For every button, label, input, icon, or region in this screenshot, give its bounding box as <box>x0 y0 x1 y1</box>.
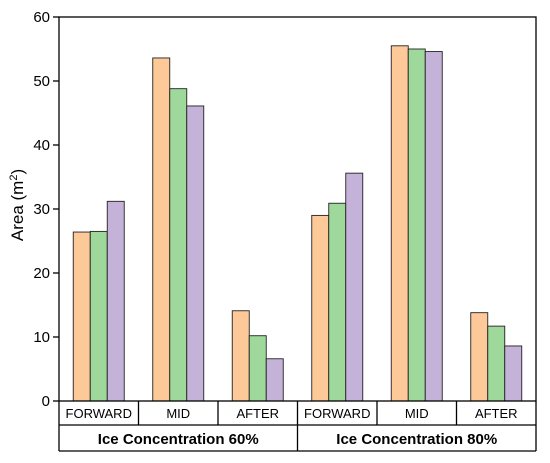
bar <box>390 45 409 402</box>
y-tick-label: 40 <box>33 137 50 154</box>
y-tick-label: 30 <box>33 201 50 218</box>
bar <box>186 105 205 402</box>
bar <box>470 312 489 402</box>
y-tick-label: 20 <box>33 265 50 282</box>
bar <box>169 88 188 402</box>
category-label: FORWARD <box>304 406 370 421</box>
y-axis-title: Area (m2) <box>8 169 27 241</box>
category-label: MID <box>166 406 190 421</box>
y-tick-label: 10 <box>33 329 50 346</box>
plot-border <box>58 16 537 402</box>
group-label: Ice Concentration 80% <box>336 431 497 448</box>
plot-frame <box>58 16 537 402</box>
bar <box>487 325 506 402</box>
bar <box>248 335 267 402</box>
y-tick-label: 50 <box>33 73 50 90</box>
y-axis-title-superscript: 2 <box>8 175 20 181</box>
category-label: MID <box>405 406 429 421</box>
bars-layer <box>72 45 523 402</box>
y-tick-label: 60 <box>33 9 50 26</box>
bar <box>72 231 91 402</box>
category-label: AFTER <box>236 406 279 421</box>
bar <box>89 230 108 402</box>
bar <box>231 310 250 402</box>
category-table: Ice Concentration 60% FORWARD MID AFTER Ice … <box>58 401 537 452</box>
y-axis: 0 10 20 30 40 50 60 <box>33 9 59 410</box>
bar <box>265 358 284 402</box>
y-axis-title-close: ) <box>8 169 27 175</box>
group-label: Ice Concentration 60% <box>98 431 259 448</box>
category-label: FORWARD <box>66 406 132 421</box>
y-axis-title-text: Area (m <box>8 181 27 241</box>
bar <box>311 214 330 402</box>
bar <box>424 51 443 402</box>
bar <box>106 200 125 402</box>
category-label: AFTER <box>475 406 518 421</box>
bar <box>504 345 523 402</box>
y-tick-label: 0 <box>42 393 50 410</box>
bar <box>407 48 426 402</box>
bar <box>328 202 347 402</box>
bar <box>152 57 171 402</box>
bar <box>345 172 364 402</box>
